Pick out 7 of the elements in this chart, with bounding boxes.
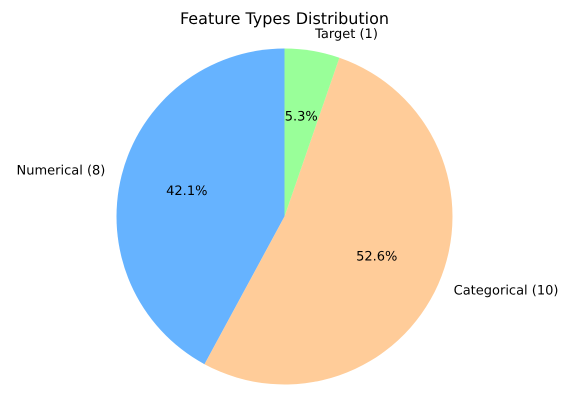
slice-label: Target (1) [314,26,378,42]
chart-title: Feature Types Distribution [180,9,390,28]
slice-label: Categorical (10) [454,283,558,298]
data-label: 52.6% [356,250,398,265]
data-label: 42.1% [166,184,208,200]
data-label: 5.3% [284,110,318,125]
slice-label: Numerical (8) [16,164,106,179]
